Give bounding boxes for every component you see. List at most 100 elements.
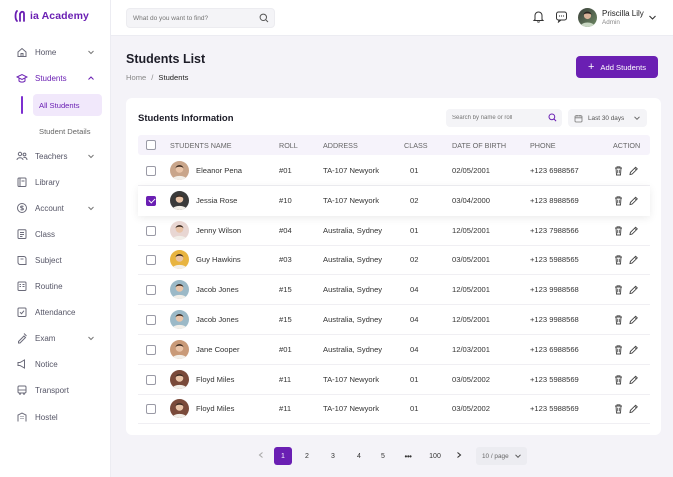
student-name[interactable]: Jessia Rose	[196, 195, 238, 205]
sidebar-item-home[interactable]: Home	[8, 41, 103, 63]
student-name[interactable]: Jenny Wilson	[196, 225, 242, 235]
student-name[interactable]: Eleanor Pena	[196, 166, 243, 175]
chevron-down-icon[interactable]	[648, 13, 657, 22]
search-icon[interactable]	[548, 113, 557, 122]
edit-icon[interactable]	[628, 165, 639, 176]
student-address: Australia, Sydney	[323, 255, 383, 265]
global-search[interactable]	[126, 8, 275, 28]
edit-icon[interactable]	[628, 225, 639, 236]
table-row[interactable]: Jane Cooper #01 Australia, Sydney 04 12/03/2…	[138, 335, 650, 365]
sidebar-item-teachers[interactable]: Teachers	[8, 145, 103, 167]
select-all-checkbox[interactable]	[146, 140, 156, 150]
exam-icon	[16, 332, 28, 344]
next-page-icon[interactable]	[455, 451, 463, 459]
row-checkbox[interactable]	[146, 315, 156, 325]
student-name[interactable]: Jacob Jones	[196, 315, 239, 324]
student-name[interactable]: Floyd Miles	[196, 374, 235, 384]
trash-icon[interactable]	[613, 165, 624, 176]
student-dob: 12/03/2001	[452, 344, 491, 354]
row-checkbox[interactable]	[146, 344, 156, 355]
row-checkbox[interactable]	[146, 255, 156, 266]
user-avatar[interactable]	[578, 8, 597, 27]
date-filter-dropdown[interactable]: Last 30 days	[568, 109, 647, 127]
sidebar-item-exam[interactable]: Exam	[8, 327, 103, 349]
sidebar-item-attendance[interactable]: Attendance	[8, 301, 103, 323]
student-avatar	[170, 250, 189, 270]
breadcrumb: Home / Students	[126, 73, 188, 82]
add-students-button[interactable]: + Add Students	[576, 56, 658, 78]
row-checkbox[interactable]	[146, 374, 156, 385]
trash-icon[interactable]	[613, 314, 624, 325]
table-row[interactable]: Floyd Miles #11 TA-107 Newyork 01 03/05/2002…	[138, 365, 650, 395]
trash-icon[interactable]	[613, 374, 624, 385]
student-avatar	[170, 161, 189, 180]
edit-icon[interactable]	[628, 195, 639, 206]
sidebar-item-label: Attendance	[35, 307, 76, 317]
row-checkbox[interactable]	[146, 166, 156, 176]
page-ellipsis[interactable]: •••	[404, 451, 412, 461]
edit-icon[interactable]	[628, 254, 639, 265]
table-row[interactable]: Guy Hawkins #03 Australia, Sydney 02 03/05/2…	[138, 245, 650, 276]
edit-icon[interactable]	[628, 374, 639, 385]
brand-logo[interactable]: ia Academy	[14, 8, 89, 24]
edit-icon[interactable]	[628, 344, 639, 355]
bell-icon[interactable]	[532, 10, 545, 23]
trash-icon[interactable]	[613, 403, 624, 414]
table-row[interactable]: Floyd Miles #11 TA-107 Newyork 01 03/05/2002…	[138, 394, 650, 425]
sidebar-item-routine[interactable]: Routine	[8, 275, 103, 297]
page-last[interactable]: 100	[429, 452, 441, 460]
page-1[interactable]: 1	[274, 447, 292, 465]
sidebar-item-label: Notice	[35, 359, 58, 369]
edit-icon[interactable]	[628, 284, 639, 295]
search-icon[interactable]	[259, 13, 269, 23]
col-date-of-birth[interactable]: DATE OF BIRTH	[452, 141, 507, 150]
trash-icon[interactable]	[613, 254, 624, 265]
trash-icon[interactable]	[613, 195, 624, 206]
student-name[interactable]: Jane Cooper	[196, 344, 240, 354]
col-phone[interactable]: PHONE	[530, 141, 556, 150]
edit-icon[interactable]	[628, 314, 639, 325]
edit-icon[interactable]	[628, 403, 639, 414]
table-row[interactable]: Eleanor Pena #01 TA-107 Newyork 01 02/05/200…	[138, 156, 650, 186]
table-search[interactable]	[446, 109, 562, 127]
per-page-select[interactable]: 10 / page	[476, 447, 527, 465]
page-2[interactable]: 2	[305, 452, 309, 460]
sidebar-item-transport[interactable]: Transport	[8, 379, 103, 401]
page-5[interactable]: 5	[381, 452, 385, 460]
row-checkbox[interactable]	[146, 225, 156, 236]
row-checkbox[interactable]	[146, 195, 156, 206]
table-row[interactable]: Jessia Rose #10 TA-107 Newyork 02 03/04/2000…	[138, 185, 650, 216]
col-class[interactable]: CLASS	[404, 141, 428, 150]
col-students-name[interactable]: STUDENTS NAME	[170, 141, 232, 150]
row-checkbox[interactable]	[146, 404, 156, 415]
global-search-input[interactable]	[127, 14, 252, 22]
page-3[interactable]: 3	[331, 452, 335, 460]
sidebar-item-subject[interactable]: Subject	[8, 249, 103, 271]
submenu-all-students[interactable]: All Students	[33, 94, 102, 116]
table-row[interactable]: Jacob Jones #15 Australia, Sydney 04 12/05/2…	[138, 275, 650, 306]
sidebar-item-hostel[interactable]: Hostel	[8, 406, 103, 428]
breadcrumb-home[interactable]: Home	[126, 73, 147, 82]
col-roll[interactable]: ROLL	[279, 141, 298, 150]
trash-icon[interactable]	[613, 284, 624, 295]
sidebar-item-notice[interactable]: Notice	[8, 353, 103, 375]
message-icon[interactable]	[555, 10, 568, 23]
submenu-student-details[interactable]: Student Details	[39, 126, 91, 136]
row-checkbox[interactable]	[146, 285, 156, 296]
sidebar-item-library[interactable]: Library	[8, 171, 103, 193]
sidebar-item-students[interactable]: Students	[8, 67, 103, 89]
trash-icon[interactable]	[613, 225, 624, 236]
table-search-input[interactable]	[446, 115, 541, 121]
col-address[interactable]: ADDRESS	[323, 141, 358, 150]
student-name[interactable]: Floyd Miles	[196, 404, 235, 414]
page-4[interactable]: 4	[357, 452, 361, 460]
prev-page-icon[interactable]	[257, 451, 265, 459]
student-name[interactable]: Jacob Jones	[196, 285, 239, 295]
table-row[interactable]: Jenny Wilson #04 Australia, Sydney 01 12/05/…	[138, 216, 650, 246]
card-title: Students Information	[138, 113, 234, 124]
trash-icon[interactable]	[613, 344, 624, 355]
table-row[interactable]: Jacob Jones #15 Australia, Sydney 04 12/05/2…	[138, 305, 650, 335]
student-name[interactable]: Guy Hawkins	[196, 255, 241, 265]
sidebar-item-account[interactable]: Account	[8, 197, 103, 219]
sidebar-item-class[interactable]: Class	[8, 223, 103, 245]
